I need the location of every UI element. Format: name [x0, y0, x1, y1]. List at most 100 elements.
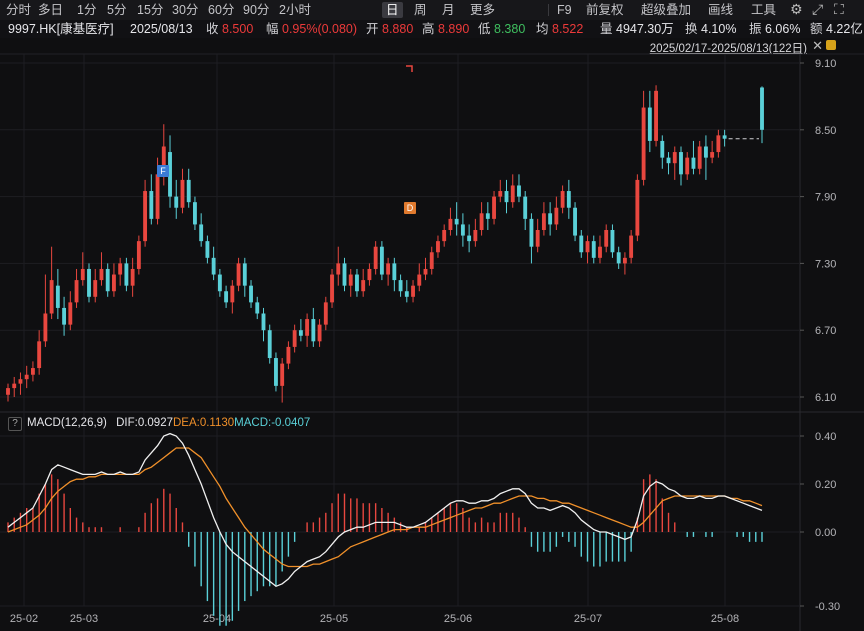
- candle-body: [292, 330, 297, 347]
- candle-body: [610, 230, 615, 253]
- candle-body: [504, 191, 509, 203]
- tools-button[interactable]: 工具: [751, 3, 777, 17]
- help-icon[interactable]: ?: [8, 417, 22, 431]
- candle-body: [336, 263, 341, 275]
- candle-body: [685, 157, 690, 175]
- period-tab-2hour[interactable]: 2小时: [279, 3, 311, 17]
- candle-body: [62, 307, 67, 325]
- candle-body: [629, 235, 634, 258]
- candle-body: [585, 241, 590, 253]
- candle-body: [510, 185, 515, 203]
- candle-body: [168, 152, 172, 197]
- candle-body: [429, 252, 434, 269]
- candle-body: [130, 268, 135, 286]
- period-tab-60min[interactable]: 60分: [208, 3, 235, 17]
- candle-body: [255, 302, 260, 314]
- marker-d[interactable]: D: [404, 202, 416, 214]
- forward-adjust-button[interactable]: 前复权: [586, 3, 624, 17]
- candle-body: [573, 207, 577, 236]
- close-range-icon[interactable]: ✕: [812, 38, 823, 53]
- avg-label: 均: [536, 22, 549, 36]
- candle-body: [193, 202, 197, 225]
- candle-body: [68, 302, 73, 325]
- x-tick-label: 25-02: [10, 613, 38, 625]
- amount-value: 4.22亿: [826, 22, 863, 36]
- candle-body: [666, 157, 671, 164]
- x-tick-label: 25-08: [711, 613, 739, 625]
- fullscreen-icon[interactable]: ⛶: [834, 1, 844, 17]
- marker-f[interactable]: F: [157, 165, 169, 177]
- x-tick-label: 25-04: [203, 613, 231, 625]
- candle-body: [12, 383, 17, 389]
- period-tab-5min[interactable]: 5分: [107, 3, 127, 17]
- macd-legend: ? MACD(12,26,9) DIF:0.0927DEA:0.1130MACD:…: [8, 417, 310, 431]
- period-tab-multiday[interactable]: 多日: [38, 3, 64, 17]
- candle-body: [30, 368, 35, 375]
- expand-icon[interactable]: ⤢: [812, 1, 824, 17]
- candle-body: [392, 263, 397, 281]
- candle-body: [716, 135, 721, 153]
- candle-body: [224, 291, 229, 303]
- period-tab-90min[interactable]: 90分: [243, 3, 270, 17]
- y-tick-label: 9.10: [815, 58, 836, 70]
- period-tab-day[interactable]: 日: [382, 2, 403, 18]
- super-overlay-button[interactable]: 超级叠加: [641, 3, 692, 17]
- candle-body: [174, 196, 179, 208]
- candle-body: [654, 90, 658, 141]
- candle-body: [460, 224, 465, 236]
- period-tab-month[interactable]: 月: [442, 3, 455, 17]
- dea-line: [7, 447, 763, 568]
- candle-body: [74, 280, 79, 303]
- amplitude-label: 振: [749, 22, 762, 36]
- x-tick-label: 25-03: [70, 613, 98, 625]
- candle-body: [566, 191, 571, 208]
- candle-body: [560, 191, 565, 208]
- x-tick-label: 25-05: [320, 613, 348, 625]
- open-label: 开: [366, 22, 379, 36]
- candle-body: [448, 218, 453, 230]
- candle-body: [411, 285, 415, 297]
- date-range-selector[interactable]: 2025/02/17-2025/08/13(122日): [649, 43, 807, 55]
- candle-body: [710, 152, 715, 158]
- candle-body: [517, 185, 521, 197]
- candle-body: [211, 257, 216, 275]
- candle-body: [523, 196, 528, 219]
- f9-button[interactable]: F9: [557, 3, 572, 17]
- macd-value: MACD:-0.0407: [234, 417, 311, 429]
- low-label: 低: [478, 22, 491, 36]
- candle-body: [479, 213, 484, 230]
- settings-icon[interactable]: ⚙: [790, 1, 803, 17]
- candle-body: [404, 291, 409, 297]
- period-tab-15min[interactable]: 15分: [137, 3, 164, 17]
- close-value: 8.500: [222, 22, 254, 36]
- candle-body: [697, 146, 702, 169]
- candle-body: [423, 268, 428, 275]
- period-tab-1min[interactable]: 1分: [77, 3, 97, 17]
- candle-body: [143, 191, 148, 242]
- macd-tick-label: 0.40: [815, 431, 836, 443]
- draw-line-button[interactable]: 画线: [708, 3, 734, 17]
- candle-body: [485, 213, 490, 219]
- candle-body: [87, 268, 91, 297]
- period-tab-intraday[interactable]: 分时: [6, 3, 32, 17]
- lock-icon[interactable]: [826, 40, 836, 50]
- candle-body: [379, 246, 384, 275]
- candle-body: [579, 235, 584, 253]
- candle-body: [186, 179, 191, 203]
- period-tab-week[interactable]: 周: [414, 3, 427, 17]
- period-tab-30min[interactable]: 30分: [172, 3, 199, 17]
- avg-value: 8.522: [552, 22, 584, 36]
- candle-body: [49, 280, 54, 314]
- candle-body: [373, 246, 378, 269]
- candle-body: [361, 280, 366, 292]
- candle-body: [548, 213, 553, 225]
- candle-body: [703, 146, 708, 158]
- candle-body: [118, 263, 123, 275]
- candle-body: [99, 268, 104, 281]
- high-label: 高: [422, 22, 435, 36]
- candle-body: [236, 263, 241, 286]
- period-tab-more[interactable]: 更多: [470, 3, 496, 17]
- candle-body: [298, 330, 303, 336]
- candle-body: [93, 280, 98, 297]
